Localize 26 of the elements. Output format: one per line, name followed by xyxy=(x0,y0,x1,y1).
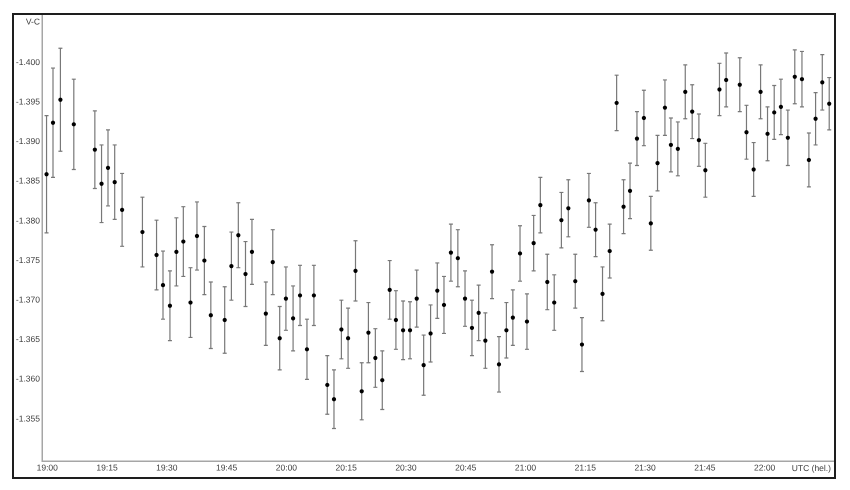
x-tick-label: 19:00 xyxy=(36,462,58,472)
x-tick-label: 19:15 xyxy=(96,462,118,472)
x-tick-label: 22:00 xyxy=(754,462,776,472)
x-tick-label: 21:00 xyxy=(514,462,536,472)
y-tick-label: -1.375 xyxy=(16,254,40,265)
frame: 19:00 19:15 19:30 19:45 20:00 20:15 20:30 20:45 21:00 21:15 21:30 21:45 22:00 -1.400 -1.395 -1.390 -1.385 -1.380 -1.375 -1.370 -1.365 -1.360 -1.355 V-C UTC (hel.) xyxy=(12,13,836,479)
y-tick-label: -1.370 xyxy=(16,294,40,305)
x-tick-label: 20:30 xyxy=(395,462,417,472)
x-tick-label: 20:45 xyxy=(455,462,477,472)
x-tick-label: 21:30 xyxy=(634,462,656,472)
y-tick-label: -1.380 xyxy=(16,215,40,226)
y-tick-label: -1.390 xyxy=(16,136,40,146)
y-tick-label: -1.360 xyxy=(16,374,40,384)
y-tick-label: -1.365 xyxy=(16,334,40,344)
x-tick-label: 21:15 xyxy=(574,462,596,472)
x-tick-label: 20:15 xyxy=(336,462,358,472)
y-axis-title: V-C xyxy=(26,16,40,26)
y-tick-label: -1.355 xyxy=(16,413,40,424)
x-tick-label: 19:45 xyxy=(216,462,238,472)
x-tick-label: 19:30 xyxy=(156,462,178,472)
x-tick-label: 20:00 xyxy=(276,462,298,472)
y-tick-label: -1.385 xyxy=(16,176,40,186)
x-axis-title: UTC (hel.) xyxy=(792,462,832,473)
x-tick-label: 21:45 xyxy=(694,462,716,472)
y-tick-label: -1.395 xyxy=(16,96,40,106)
y-tick-label: -1.400 xyxy=(16,56,40,67)
